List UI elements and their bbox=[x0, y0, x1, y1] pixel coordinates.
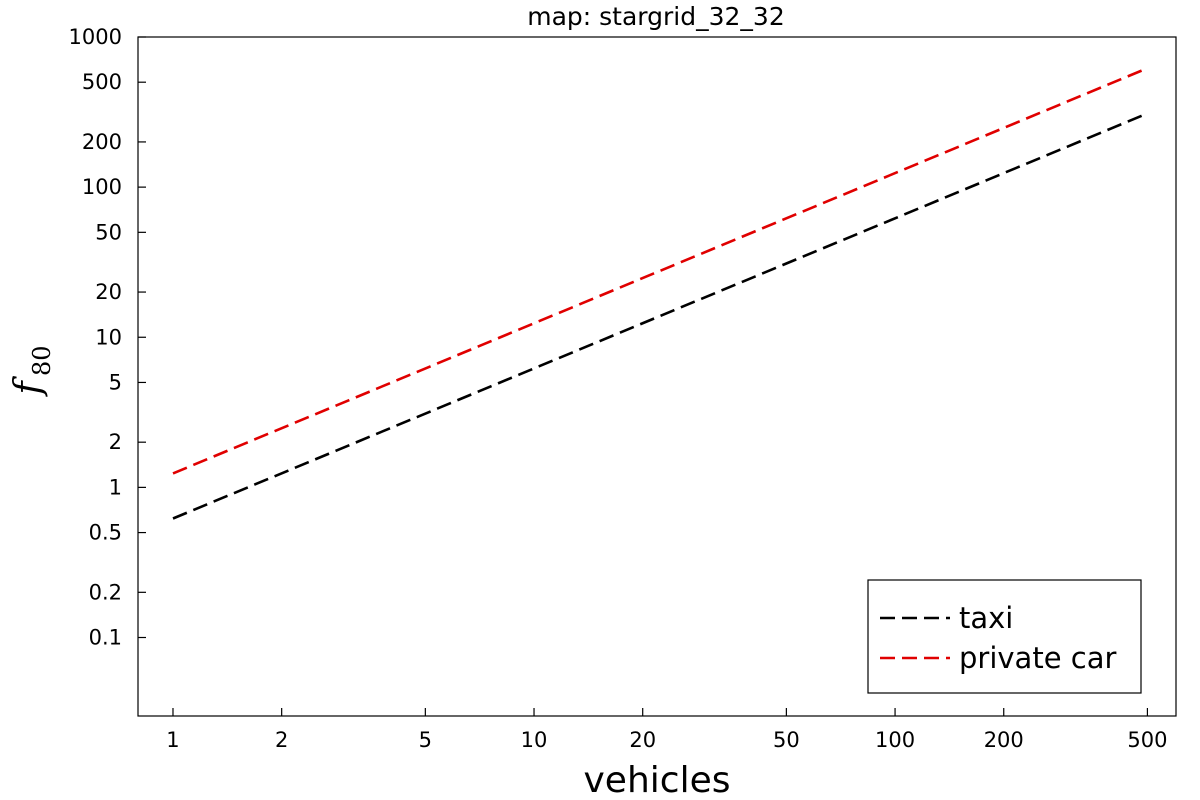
legend-label: private car bbox=[959, 641, 1116, 675]
x-tick-label: 200 bbox=[984, 728, 1024, 752]
legend-box bbox=[867, 579, 1142, 694]
x-axis: 1 2 5 10 20 50 100 200 500 bbox=[166, 708, 1167, 752]
chart-title: map: stargrid_32_32 bbox=[527, 2, 784, 31]
x-tick-label: 100 bbox=[875, 728, 915, 752]
y-tick-label: 100 bbox=[82, 175, 122, 199]
legend: taxi private car bbox=[867, 579, 1142, 694]
series-layer bbox=[172, 66, 1148, 520]
y-tick-label: 1 bbox=[109, 475, 122, 499]
y-tick-label: 0.2 bbox=[89, 580, 122, 604]
legend-label: taxi bbox=[959, 601, 1013, 635]
series-line-0 bbox=[172, 112, 1148, 520]
x-tick-label: 10 bbox=[521, 728, 548, 752]
plot-frame bbox=[137, 36, 1177, 717]
y-tick-label: 5 bbox=[109, 370, 122, 394]
y-axis: 0.1 0.2 0.5 1 2 5 10 20 50 100 200 500 1000 bbox=[69, 25, 146, 650]
y-tick-label: 20 bbox=[95, 280, 122, 304]
y-axis-label-sub: 80 bbox=[28, 345, 56, 376]
y-tick-label: 200 bbox=[82, 130, 122, 154]
x-tick-label: 5 bbox=[419, 728, 432, 752]
series-line-1 bbox=[172, 66, 1148, 475]
y-tick-label: 2 bbox=[109, 430, 122, 454]
y-tick-label: 10 bbox=[95, 325, 122, 349]
y-tick-label: 500 bbox=[82, 70, 122, 94]
x-tick-label: 50 bbox=[773, 728, 800, 752]
y-tick-label: 50 bbox=[95, 220, 122, 244]
y-axis-label: f 80 bbox=[8, 345, 56, 397]
x-tick-label: 2 bbox=[275, 728, 288, 752]
x-tick-label: 20 bbox=[629, 728, 656, 752]
y-tick-label: 1000 bbox=[69, 25, 122, 49]
x-tick-label: 1 bbox=[166, 728, 179, 752]
y-tick-label: 0.5 bbox=[89, 521, 122, 545]
y-axis-label-main: f bbox=[8, 376, 49, 398]
x-tick-label: 500 bbox=[1127, 728, 1167, 752]
x-axis-label: vehicles bbox=[584, 760, 731, 800]
y-tick-label: 0.1 bbox=[89, 626, 122, 650]
